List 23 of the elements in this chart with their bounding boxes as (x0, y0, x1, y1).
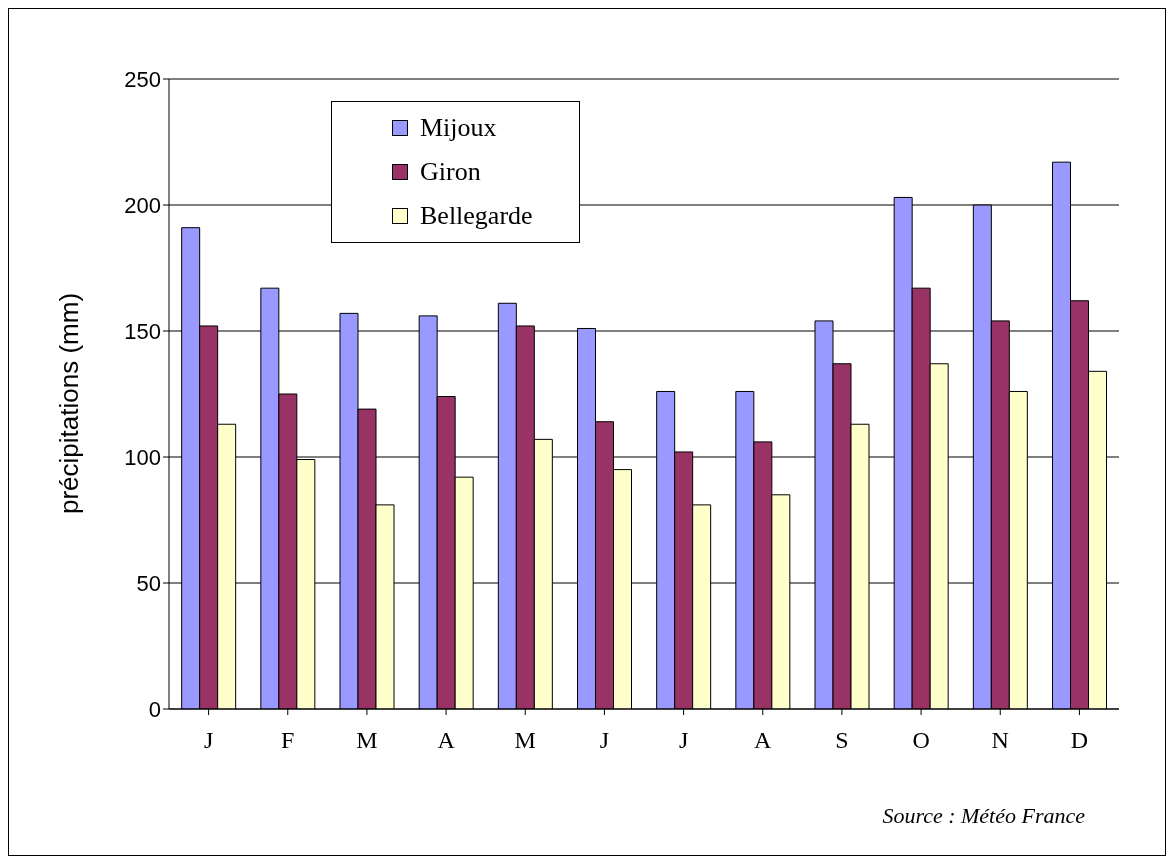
legend-label: Mijoux (420, 113, 497, 143)
x-tick-label: S (835, 727, 849, 754)
y-axis-title: précipitations (mm) (54, 292, 85, 514)
x-tick-label: A (437, 727, 456, 754)
x-tick-label: N (991, 727, 1009, 754)
y-tick-label: 250 (124, 66, 161, 92)
x-tick-label: M (356, 727, 378, 754)
x-tick-label: F (281, 727, 295, 754)
y-tick-label: 200 (124, 192, 161, 218)
y-tick-label: 0 (148, 696, 161, 722)
x-tick-label: J (203, 727, 214, 754)
x-tick-label: J (678, 727, 689, 754)
y-tick-label: 100 (124, 444, 161, 470)
source-note: Source : Météo France (882, 803, 1085, 829)
x-tick-label: O (912, 727, 930, 754)
x-tick-label: M (514, 727, 536, 754)
x-tick-label: J (599, 727, 610, 754)
legend-label: Bellegarde (420, 201, 533, 231)
x-tick-label: D (1070, 727, 1089, 754)
legend-label: Giron (420, 157, 481, 187)
y-tick-label: 150 (124, 318, 161, 344)
y-tick-label: 50 (136, 570, 161, 596)
x-tick-label: A (754, 727, 773, 754)
